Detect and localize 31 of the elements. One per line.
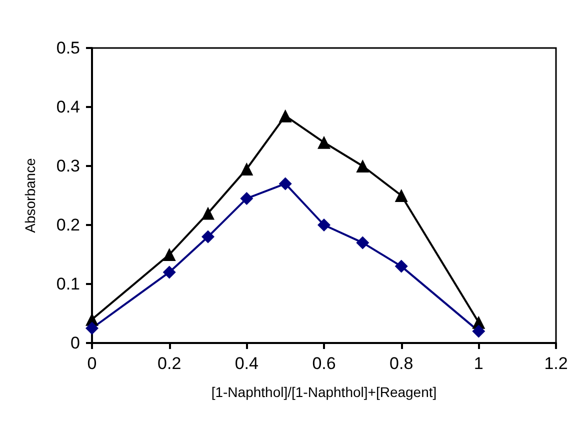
y-axis-title: Absorbance: [22, 158, 38, 233]
x-tick-label: 0: [87, 354, 97, 373]
point: [162, 248, 176, 261]
point: [356, 236, 370, 250]
x-axis-title: [1-Naphthol]/[1-Naphthol]+[Reagent]: [211, 384, 437, 400]
x-tick-label: 0.2: [158, 354, 182, 373]
point: [318, 136, 330, 149]
x-tick-label: 0.4: [234, 354, 258, 373]
y-tick-label: 0.4: [56, 98, 80, 116]
point: [86, 322, 98, 335]
y-tick-label: 0.1: [56, 274, 80, 294]
y-tick-label: 0.3: [56, 156, 80, 176]
point: [202, 206, 214, 220]
y-tick-label: 0: [70, 334, 80, 352]
point: [240, 192, 254, 205]
x-tick-label: 0.6: [312, 354, 336, 373]
point: [394, 189, 408, 202]
point: [162, 266, 176, 279]
point: [240, 162, 254, 176]
y-tick-label: 0.2: [56, 216, 80, 234]
point: [278, 177, 292, 190]
x-tick-label: 1: [474, 354, 484, 373]
y-tick-label: 0.5: [56, 38, 80, 58]
point: [472, 324, 486, 338]
x-tick-label: 1.2: [544, 354, 568, 373]
point: [202, 230, 214, 244]
point: [356, 160, 370, 172]
point: [278, 109, 292, 122]
point: [394, 260, 408, 273]
point: [318, 218, 330, 232]
x-tick-label: 0.8: [390, 354, 414, 373]
